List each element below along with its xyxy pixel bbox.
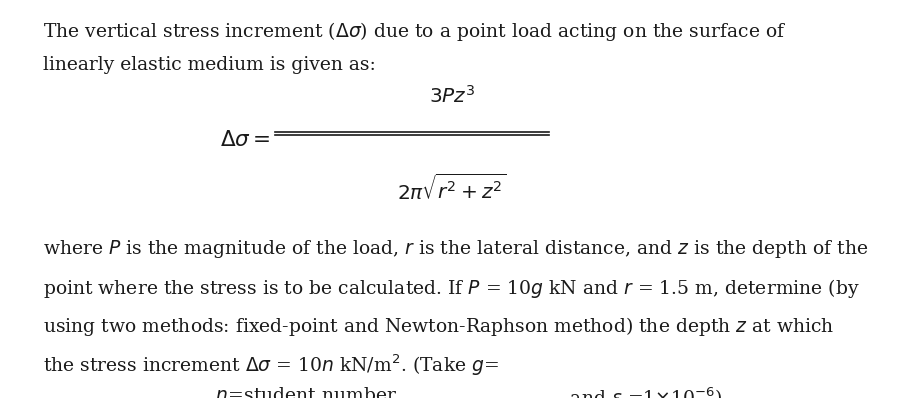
Text: using two methods: fixed-point and Newton-Raphson method) the depth $z$ at which: using two methods: fixed-point and Newto… (42, 316, 833, 338)
Text: linearly elastic medium is given as:: linearly elastic medium is given as: (42, 57, 375, 74)
Text: The vertical stress increment ($\Delta\sigma$) due to a point load acting on the: The vertical stress increment ($\Delta\s… (42, 20, 786, 43)
Text: the stress increment $\Delta\sigma$ = 10$n$ kN/m$^2$. (Take $g$=: the stress increment $\Delta\sigma$ = 10… (42, 352, 498, 378)
Text: , $n$=student number: , $n$=student number (204, 386, 396, 398)
Text: $3Pz^3$: $3Pz^3$ (428, 86, 475, 107)
Text: , and $\varepsilon$ =1$\times$10$^{-6}$): , and $\varepsilon$ =1$\times$10$^{-6}$) (558, 386, 721, 398)
Text: where $P$ is the magnitude of the load, $r$ is the lateral distance, and $z$ is : where $P$ is the magnitude of the load, … (42, 238, 867, 259)
Text: point where the stress is to be calculated. If $P$ = 10$g$ kN and $r$ = 1.5 m, d: point where the stress is to be calculat… (42, 277, 859, 300)
Text: $2\pi\sqrt{r^2+z^2}$: $2\pi\sqrt{r^2+z^2}$ (396, 174, 507, 204)
Text: $\Delta\sigma =$: $\Delta\sigma =$ (219, 129, 270, 151)
